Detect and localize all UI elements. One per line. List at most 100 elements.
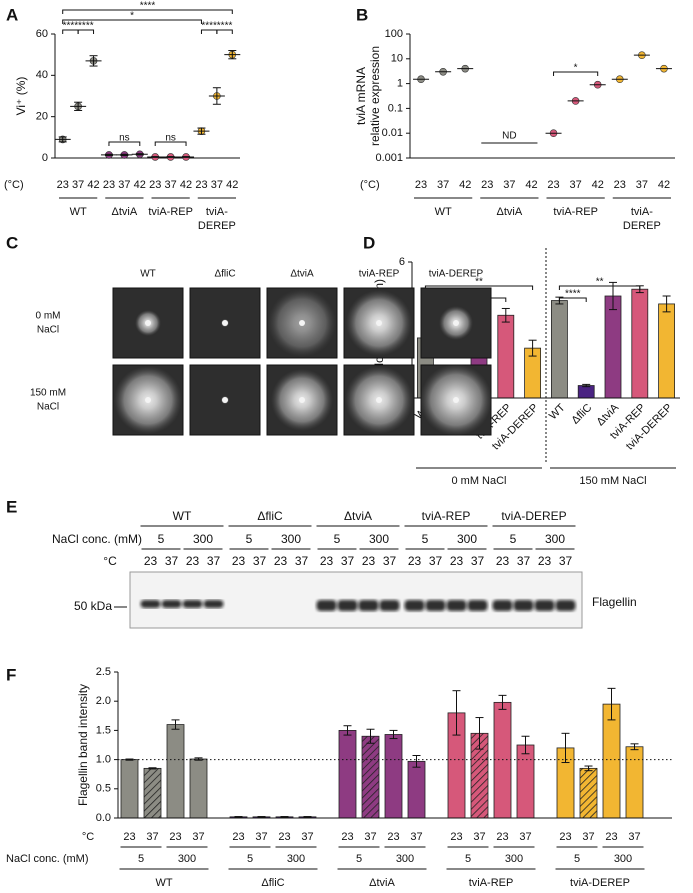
temp-label: 37: [295, 554, 309, 568]
temp-label: 23: [538, 554, 552, 568]
salt-label: 5: [158, 532, 165, 546]
temp-label: 23: [496, 554, 510, 568]
x-tick-label: 23: [232, 831, 244, 843]
panel-letter: F: [6, 665, 16, 684]
temp-label: 37: [517, 554, 531, 568]
band: [140, 600, 161, 608]
y-tick-label: 1.5: [96, 724, 111, 736]
salt-label: 5: [247, 853, 253, 865]
bar: [407, 760, 426, 819]
x-tick-label: 37: [437, 179, 449, 191]
temp-label: 23: [274, 554, 288, 568]
y-tick-label: 2.0: [96, 695, 111, 707]
bar: [604, 295, 622, 399]
group-label: ΔfliC: [257, 509, 283, 523]
significance-label: **: [596, 277, 604, 288]
salt-label: 300: [178, 853, 196, 865]
group-label: WT: [173, 509, 192, 523]
salt-label: 300: [287, 853, 305, 865]
x-tick-label: ΔfliC: [569, 402, 594, 427]
significance-label: ****: [140, 1, 156, 12]
panel-letter: D: [363, 233, 375, 252]
group-label: ΔtviA: [497, 206, 523, 218]
y-axis-label: Flagellin band intensity: [76, 684, 90, 806]
x-tick-label: 23: [341, 831, 353, 843]
significance-bracket: [216, 29, 233, 34]
row-label: 0 mM: [36, 311, 61, 322]
colony: [299, 320, 305, 326]
group-label: ΔtviA: [112, 206, 138, 218]
significance-label: ns: [165, 133, 176, 144]
x-tick-label: 37: [146, 831, 158, 843]
x-tick-label: 37: [636, 179, 648, 191]
row-label: NaCl: [37, 325, 59, 336]
significance-bracket: [62, 9, 233, 14]
salt-axis-label: NaCl conc. (mM): [6, 853, 89, 865]
colony: [222, 397, 228, 403]
band: [337, 600, 358, 611]
significance-label: ****: [63, 21, 79, 32]
salt-label: 300: [545, 532, 565, 546]
group-label: DEREP: [198, 220, 236, 232]
column-label: WT: [140, 269, 156, 280]
group-label: tviA-: [206, 206, 228, 218]
salt-label: 300: [281, 532, 301, 546]
x-tick-label: 37: [410, 831, 422, 843]
significance-bracket: [62, 19, 202, 24]
x-tick-label: 23: [123, 831, 135, 843]
y-tick-label: 0.1: [388, 102, 403, 114]
band: [446, 600, 467, 611]
colony: [453, 320, 459, 326]
bar: [602, 703, 621, 819]
panel-letter: B: [356, 5, 368, 24]
temp-label: 23: [320, 554, 334, 568]
column-label: tviA-REP: [359, 269, 400, 280]
x-tick-label: 23: [415, 179, 427, 191]
x-axis-label: (°C): [4, 179, 24, 191]
temp-label: 37: [383, 554, 397, 568]
band: [404, 600, 425, 611]
bar: [493, 701, 512, 819]
bar: [497, 314, 515, 399]
x-tick-label: 37: [118, 179, 130, 191]
marker-label: 50 kDa: [74, 599, 112, 613]
bar: [143, 767, 162, 819]
panel-letter: E: [6, 497, 17, 516]
band: [203, 600, 224, 608]
band: [534, 600, 555, 611]
y-tick-label: 10: [391, 53, 403, 65]
x-tick-label: 42: [658, 179, 670, 191]
significance-bracket: [558, 297, 587, 302]
y-axis-label: Vi⁺ (%): [14, 77, 28, 116]
column-label: ΔfliC: [214, 269, 235, 280]
colony: [376, 397, 382, 403]
temp-label: 37: [341, 554, 355, 568]
group-label: ΔtviA: [369, 877, 395, 889]
significance-label: ns: [119, 133, 130, 144]
band: [182, 600, 203, 608]
x-tick-label: 42: [459, 179, 471, 191]
group-label: tviA-DEREP: [570, 877, 630, 889]
y-tick-label: 1.0: [96, 754, 111, 766]
x-tick-label: 42: [226, 179, 238, 191]
significance-label: *: [130, 11, 134, 22]
significance-bracket: [108, 141, 141, 146]
temp-label: 23: [144, 554, 158, 568]
panel-letter: C: [6, 233, 18, 252]
y-tick-label: 6: [399, 256, 405, 268]
bar: [631, 288, 649, 399]
temp-label: 37: [429, 554, 443, 568]
y-tick-label: 0.01: [382, 127, 403, 139]
significance-label: ****: [217, 21, 233, 32]
column-label: ΔtviA: [290, 269, 314, 280]
y-tick-label: 2.5: [96, 666, 111, 678]
temp-label: 23: [408, 554, 422, 568]
y-axis-label: tviA mRNA: [354, 67, 368, 125]
x-tick-label: 42: [134, 179, 146, 191]
temp-label: 37: [471, 554, 485, 568]
significance-label: **: [475, 277, 483, 288]
salt-label: 300: [505, 853, 523, 865]
salt-label: 300: [614, 853, 632, 865]
salt-label: 300: [457, 532, 477, 546]
x-tick-label: 23: [387, 831, 399, 843]
